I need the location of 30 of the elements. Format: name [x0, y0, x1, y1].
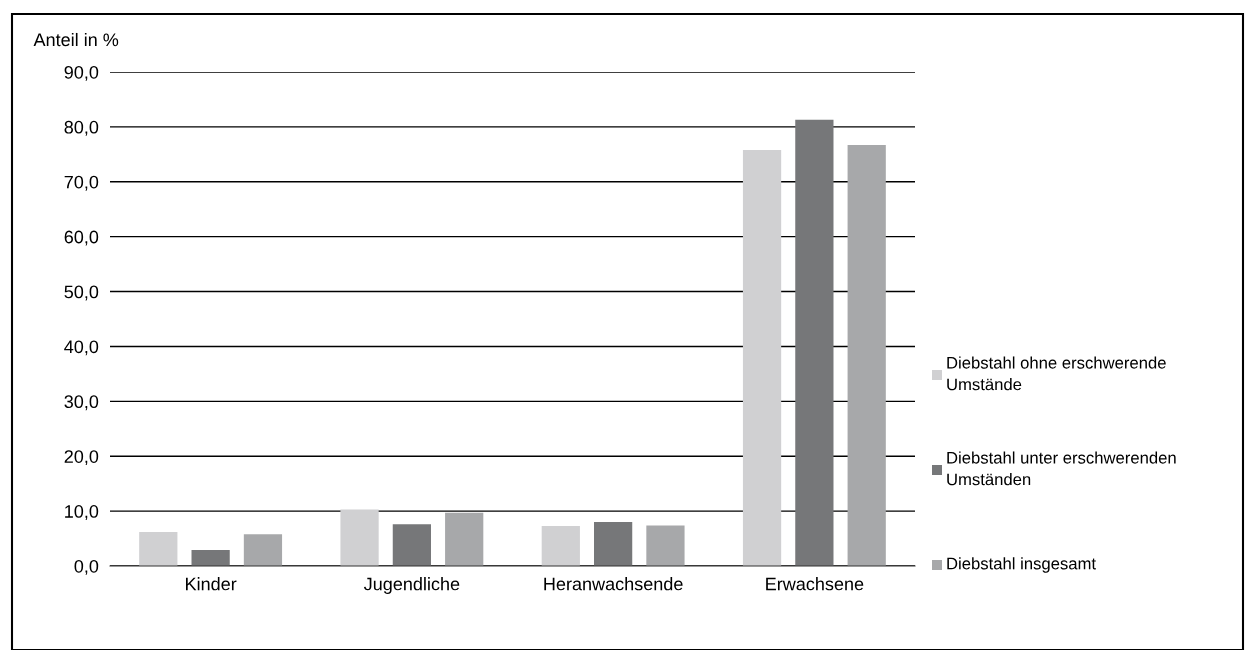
bar: [742, 149, 782, 566]
bar: [594, 522, 633, 566]
y-tick-label: 60,0: [64, 230, 99, 246]
bar: [795, 119, 834, 566]
legend-label: Diebstahl insgesamt: [947, 557, 1096, 573]
y-tick-label: 90,0: [64, 65, 99, 81]
bar: [541, 525, 580, 566]
bar: [139, 531, 178, 566]
bar: [847, 145, 886, 566]
y-tick-label: 40,0: [64, 340, 99, 356]
y-tick-label: 0,0: [74, 559, 99, 575]
bar: [646, 525, 685, 566]
y-tick-label: 50,0: [64, 285, 99, 301]
y-axis-title: Anteil in %: [33, 32, 119, 47]
bar: [191, 550, 230, 566]
x-tick-label: Kinder: [186, 577, 237, 591]
y-tick-label: 70,0: [64, 175, 99, 191]
y-tick-label: 20,0: [64, 450, 99, 466]
bar: [340, 509, 379, 566]
y-tick-label: 80,0: [64, 120, 99, 136]
bar: [445, 512, 484, 566]
bar: [392, 524, 431, 566]
legend-label: Diebstahl unter erschwerenden Umständen: [947, 451, 1176, 486]
y-tick-label: 10,0: [65, 505, 99, 520]
y-tick-label: 30,0: [64, 395, 99, 411]
x-tick-label: Heranwachsende: [544, 577, 683, 591]
legend-label: Diebstahl ohne erschwerende Umstände: [947, 356, 1166, 391]
x-tick-label: Jugendliche: [363, 577, 460, 594]
bar: [243, 534, 283, 566]
x-tick-label: Erwachsene: [766, 577, 864, 591]
